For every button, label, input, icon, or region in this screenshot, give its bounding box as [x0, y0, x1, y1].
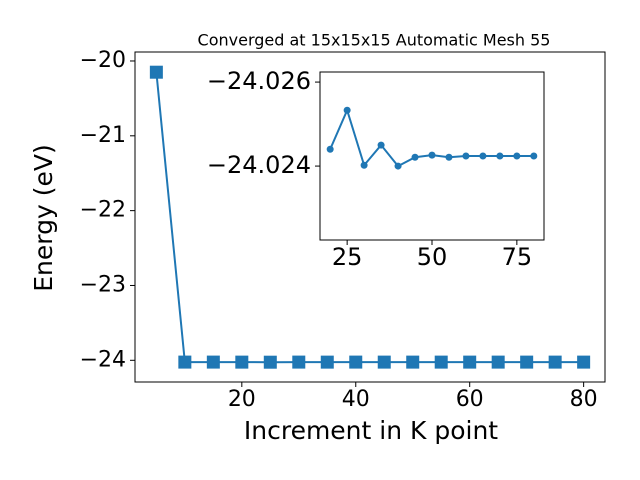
y-axis-label: Energy (eV): [29, 144, 58, 291]
y-tick-label: −24.026: [207, 67, 311, 95]
marker: [577, 355, 591, 369]
marker: [206, 355, 220, 369]
marker: [462, 152, 470, 160]
marker: [394, 162, 402, 170]
x-tick-label: 80: [570, 387, 598, 412]
marker: [530, 152, 538, 160]
marker: [320, 355, 334, 369]
y-tick-label: −24: [80, 347, 126, 372]
marker: [491, 355, 505, 369]
marker: [235, 355, 249, 369]
marker: [513, 152, 521, 160]
marker: [428, 151, 436, 159]
chart-title: Converged at 15x15x15 Automatic Mesh 55: [198, 31, 551, 50]
y-tick-label: −24.024: [207, 151, 311, 179]
marker: [548, 355, 562, 369]
x-tick-label: 60: [456, 387, 484, 412]
marker: [349, 355, 363, 369]
x-axis-label: Increment in K point: [244, 416, 498, 445]
marker: [263, 355, 277, 369]
marker: [326, 145, 334, 153]
marker: [406, 355, 420, 369]
marker: [463, 355, 477, 369]
marker: [479, 152, 487, 160]
marker: [445, 153, 453, 161]
x-tick-label: 75: [502, 243, 533, 271]
marker: [343, 106, 351, 114]
marker: [411, 153, 419, 161]
x-tick-label: 40: [342, 387, 370, 412]
marker: [149, 65, 163, 79]
y-tick-label: −21: [80, 123, 126, 148]
marker: [292, 355, 306, 369]
marker: [360, 161, 368, 169]
marker: [377, 355, 391, 369]
plot-frame: [134, 51, 606, 383]
marker: [434, 355, 448, 369]
marker: [377, 141, 385, 149]
data-line: [155, 72, 584, 364]
y-tick-label: −22: [80, 198, 126, 223]
marker: [496, 152, 504, 160]
x-tick-label: 20: [228, 387, 256, 412]
y-tick-label: −20: [80, 48, 126, 73]
y-tick-label: −23: [80, 272, 126, 297]
marker: [520, 355, 534, 369]
x-tick-label: 25: [332, 243, 363, 271]
plot-frame: [319, 71, 545, 241]
marker: [178, 355, 192, 369]
x-tick-label: 50: [417, 243, 448, 271]
